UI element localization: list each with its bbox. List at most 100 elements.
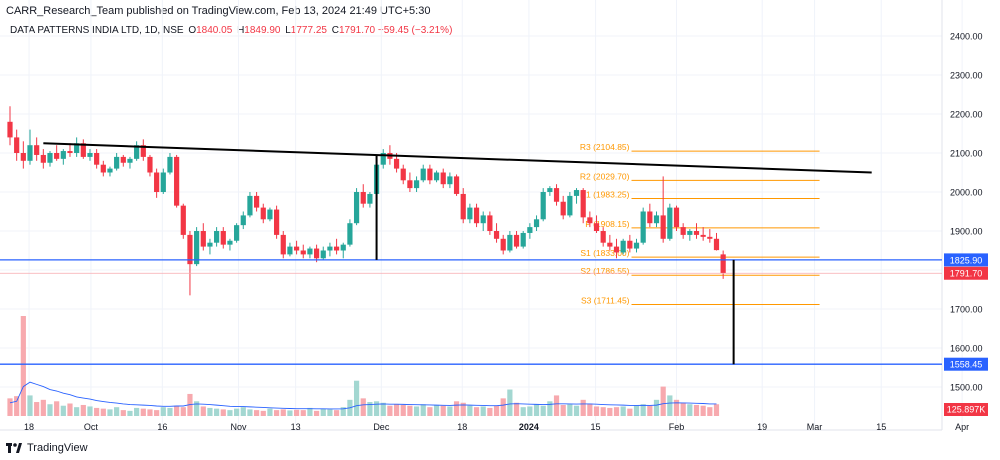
candle-body	[487, 215, 493, 231]
candle-body	[307, 248, 313, 255]
x-tick-label: Nov	[231, 422, 248, 432]
x-tick-label: 15	[591, 422, 601, 432]
candle-body	[333, 246, 340, 251]
volume-bar	[533, 404, 540, 416]
high-value: 1849.90	[244, 25, 281, 36]
volume-bar	[100, 408, 106, 416]
candle-body	[167, 156, 173, 173]
volume-bar	[607, 407, 613, 416]
symbol-title: DATA PATTERNS INDIA LTD, 1D, NSE	[10, 25, 184, 36]
candle-body	[180, 205, 186, 235]
volume-bar	[313, 410, 320, 416]
open-label: O	[188, 25, 197, 36]
candle-body	[114, 156, 120, 169]
candle-body	[240, 215, 246, 226]
volume-tag	[944, 403, 988, 416]
candle-body	[220, 231, 226, 245]
volume-bar	[60, 405, 66, 416]
volume-ma-line	[9, 381, 717, 410]
volume-bar	[80, 404, 86, 416]
volume-bar	[300, 410, 306, 416]
candle-body	[607, 242, 613, 247]
volume-bar	[467, 405, 473, 416]
volume-bar	[420, 404, 426, 416]
volume-bar	[293, 409, 300, 416]
volume-bar	[660, 386, 666, 416]
candle-body	[660, 215, 666, 239]
candle-body	[227, 240, 233, 245]
volume-bar	[647, 405, 653, 416]
open-value: 1840.05	[196, 25, 233, 36]
candle-body	[320, 250, 326, 259]
volume-bar	[600, 407, 606, 416]
candle-body	[200, 231, 206, 247]
tradingview-logo[interactable]: TradingView	[6, 442, 88, 454]
volume-bar	[287, 410, 293, 416]
volume-bar	[14, 396, 20, 416]
candle-body	[234, 225, 240, 241]
volume-bar	[633, 405, 640, 416]
candle-body	[587, 217, 593, 224]
volume-bar	[667, 395, 673, 416]
volume-bar	[67, 403, 73, 416]
pivot-label: P (1908.15)	[585, 219, 629, 229]
close-value: 1791.70	[338, 25, 376, 36]
volume-bar	[234, 408, 240, 416]
volume-bar	[627, 408, 633, 416]
candle-body	[87, 153, 93, 157]
candle-body	[293, 246, 300, 251]
candle-body	[327, 246, 333, 251]
y-tick-label: 2200.00	[950, 110, 983, 120]
pivot-label: R3 (2104.85)	[580, 142, 630, 152]
x-tick-label: 16	[157, 422, 167, 432]
volume-bar	[107, 409, 113, 416]
volume-bar	[693, 404, 700, 416]
volume-bar	[700, 405, 706, 416]
y-tick-label: 2000.00	[950, 188, 983, 198]
volume-bar	[380, 402, 386, 416]
candle-body	[100, 164, 106, 173]
pivot-label: S1 (1833.00)	[580, 248, 629, 258]
volume-bar	[207, 407, 213, 416]
candle-body	[207, 242, 213, 247]
candle-body	[367, 193, 373, 204]
trendline	[43, 142, 872, 174]
volume-bar	[513, 402, 520, 416]
low-label: L	[285, 25, 291, 36]
volume-bar	[687, 404, 693, 416]
candle-body	[127, 158, 133, 163]
volume-bar	[280, 409, 286, 416]
volume-bar	[114, 407, 120, 416]
volume-bar	[367, 402, 373, 416]
candle-body	[60, 151, 66, 159]
x-tick-label: 15	[876, 422, 886, 432]
volume-bar	[427, 407, 433, 416]
volume-bar	[587, 403, 593, 416]
x-tick-label: Mar	[807, 422, 823, 432]
volume-bar	[40, 399, 46, 416]
volume-bar	[560, 404, 566, 416]
close-label: C	[331, 25, 339, 36]
candle-body	[720, 254, 726, 274]
volume-bar	[573, 405, 580, 416]
candle-body	[500, 238, 506, 251]
candle-body	[134, 145, 140, 159]
candle-body	[174, 156, 180, 206]
candle-body	[680, 227, 686, 235]
candle-body	[600, 231, 606, 243]
candle-body	[520, 232, 526, 247]
volume-bar	[340, 407, 346, 416]
candle-body	[427, 168, 433, 181]
publisher-line: CARR_Research_Team published on TradingV…	[6, 5, 431, 17]
volume-bar	[94, 407, 100, 416]
candle-body	[353, 192, 360, 224]
candle-body	[480, 215, 486, 224]
volume-bar	[653, 399, 660, 416]
symbol-legend: DATA PATTERNS INDIA LTD, 1D, NSE O1840.0…	[10, 25, 452, 36]
volume-bar	[180, 407, 186, 416]
price-tag-text: 1825.90	[950, 255, 983, 265]
change-value: −59.45 (−3.21%)	[377, 25, 453, 36]
volume-bar	[460, 402, 466, 416]
candle-body	[40, 154, 46, 163]
